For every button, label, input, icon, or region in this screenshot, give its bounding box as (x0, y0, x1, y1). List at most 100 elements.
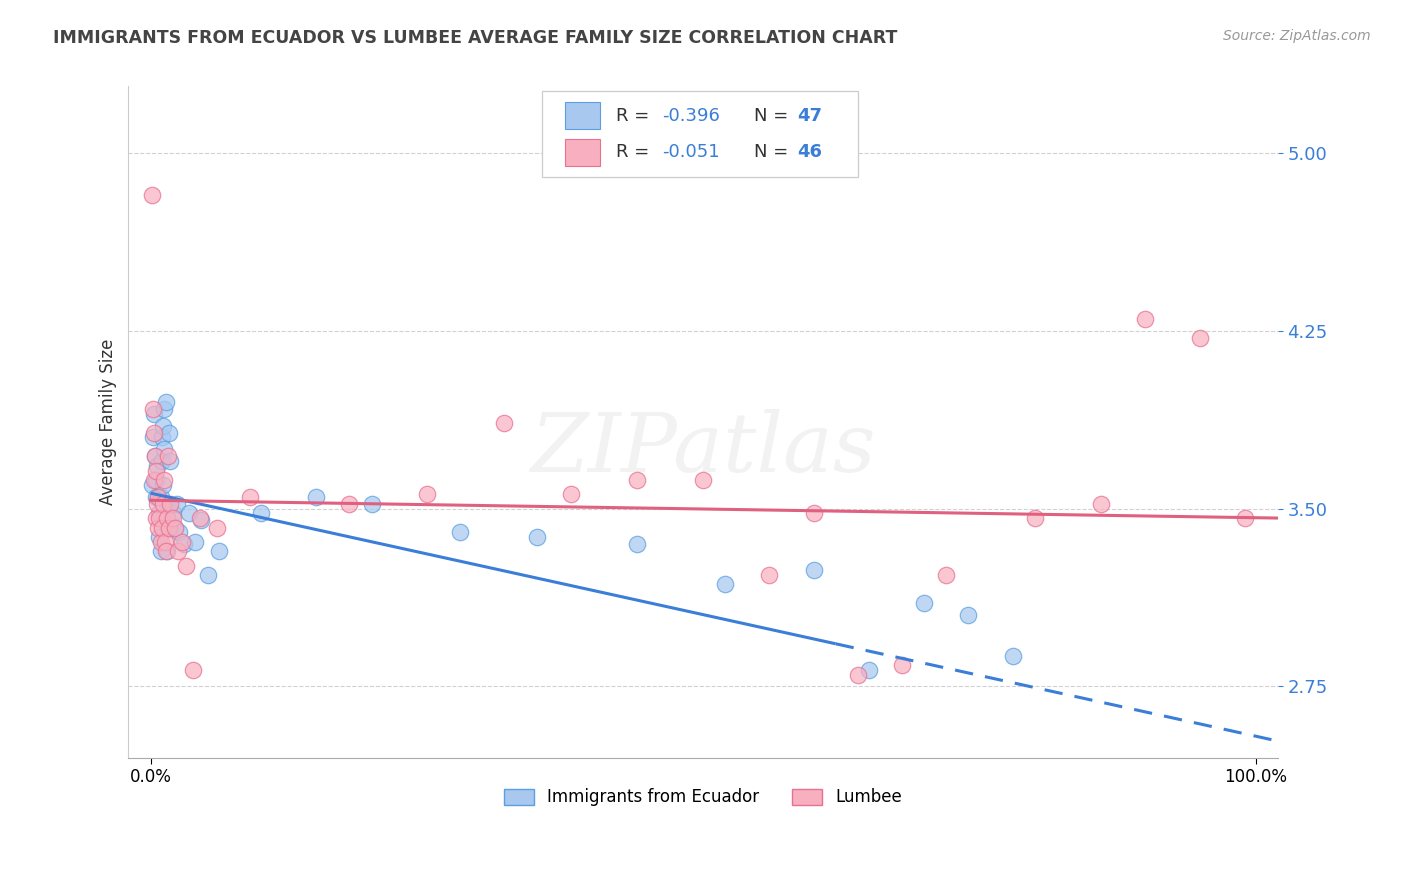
Point (141, 478, 163, 492)
Point (159, 454, 181, 468)
Point (1133, 311, 1156, 326)
Point (1189, 331, 1212, 345)
Point (305, 490, 328, 504)
Point (156, 544, 179, 558)
Point (142, 407, 165, 421)
Point (150, 430, 173, 444)
Point (1090, 497, 1112, 511)
Point (181, 663, 204, 677)
Point (146, 497, 169, 511)
FancyBboxPatch shape (565, 103, 600, 129)
Point (145, 473, 167, 487)
Point (174, 558, 197, 573)
Point (153, 534, 176, 549)
Point (846, 667, 869, 681)
Point (148, 530, 170, 544)
Text: IMMIGRANTS FROM ECUADOR VS LUMBEE AVERAGE FAMILY SIZE CORRELATION CHART: IMMIGRANTS FROM ECUADOR VS LUMBEE AVERAG… (53, 29, 898, 46)
Point (416, 487, 439, 501)
Point (149, 490, 172, 504)
Point (714, 577, 737, 591)
Y-axis label: Average Family Size: Average Family Size (100, 339, 117, 505)
Point (166, 497, 188, 511)
Point (142, 401, 165, 416)
Point (157, 520, 180, 534)
Point (150, 520, 173, 534)
Point (360, 497, 382, 511)
Point (170, 534, 193, 549)
Point (188, 511, 211, 525)
Text: N =: N = (754, 107, 793, 125)
Point (152, 478, 174, 492)
Point (145, 490, 167, 504)
Point (167, 544, 190, 558)
FancyBboxPatch shape (543, 91, 858, 177)
Point (159, 497, 181, 511)
Point (162, 511, 184, 525)
Point (957, 608, 980, 623)
Point (148, 506, 170, 520)
Point (142, 425, 165, 440)
Point (912, 597, 935, 611)
Point (803, 563, 825, 577)
Point (143, 450, 166, 464)
Point (526, 530, 548, 544)
Point (692, 473, 714, 487)
Point (146, 458, 169, 473)
Point (494, 416, 516, 430)
Point (163, 520, 186, 534)
Point (197, 568, 219, 582)
Point (758, 568, 780, 582)
Point (891, 658, 914, 673)
Point (145, 464, 167, 478)
Point (190, 513, 212, 527)
Point (155, 394, 177, 409)
Point (152, 497, 174, 511)
Text: R =: R = (616, 144, 655, 161)
Point (157, 497, 180, 511)
Text: -0.396: -0.396 (662, 107, 720, 125)
Point (339, 497, 361, 511)
Point (142, 430, 165, 444)
Point (935, 568, 957, 582)
Point (250, 506, 273, 520)
Point (205, 520, 228, 534)
Point (153, 401, 176, 416)
Point (239, 490, 262, 504)
Point (148, 490, 170, 504)
Text: R =: R = (616, 107, 655, 125)
Point (149, 544, 172, 558)
Point (143, 450, 166, 464)
Text: Source: ZipAtlas.com: Source: ZipAtlas.com (1223, 29, 1371, 43)
Point (153, 513, 176, 527)
Text: 47: 47 (797, 107, 823, 125)
Point (858, 663, 880, 677)
Text: -0.051: -0.051 (662, 144, 720, 161)
Point (184, 534, 207, 549)
Point (148, 520, 170, 534)
Point (156, 511, 179, 525)
Point (155, 544, 177, 558)
Text: N =: N = (754, 144, 793, 161)
Point (1024, 511, 1046, 525)
Text: 46: 46 (797, 144, 823, 161)
Point (157, 520, 180, 534)
Point (152, 418, 174, 433)
Point (560, 487, 582, 501)
Point (141, 188, 163, 202)
Point (153, 442, 176, 457)
Text: ZIPatlas: ZIPatlas (530, 409, 876, 489)
Point (626, 473, 648, 487)
Point (157, 425, 180, 440)
Point (148, 511, 170, 525)
Point (163, 520, 186, 534)
Point (145, 511, 167, 525)
Point (169, 525, 191, 540)
Point (179, 506, 201, 520)
Point (803, 506, 825, 520)
Point (449, 525, 471, 540)
Point (1233, 511, 1256, 525)
Point (149, 534, 172, 549)
Point (157, 450, 180, 464)
Point (1001, 648, 1024, 663)
Point (626, 537, 648, 551)
